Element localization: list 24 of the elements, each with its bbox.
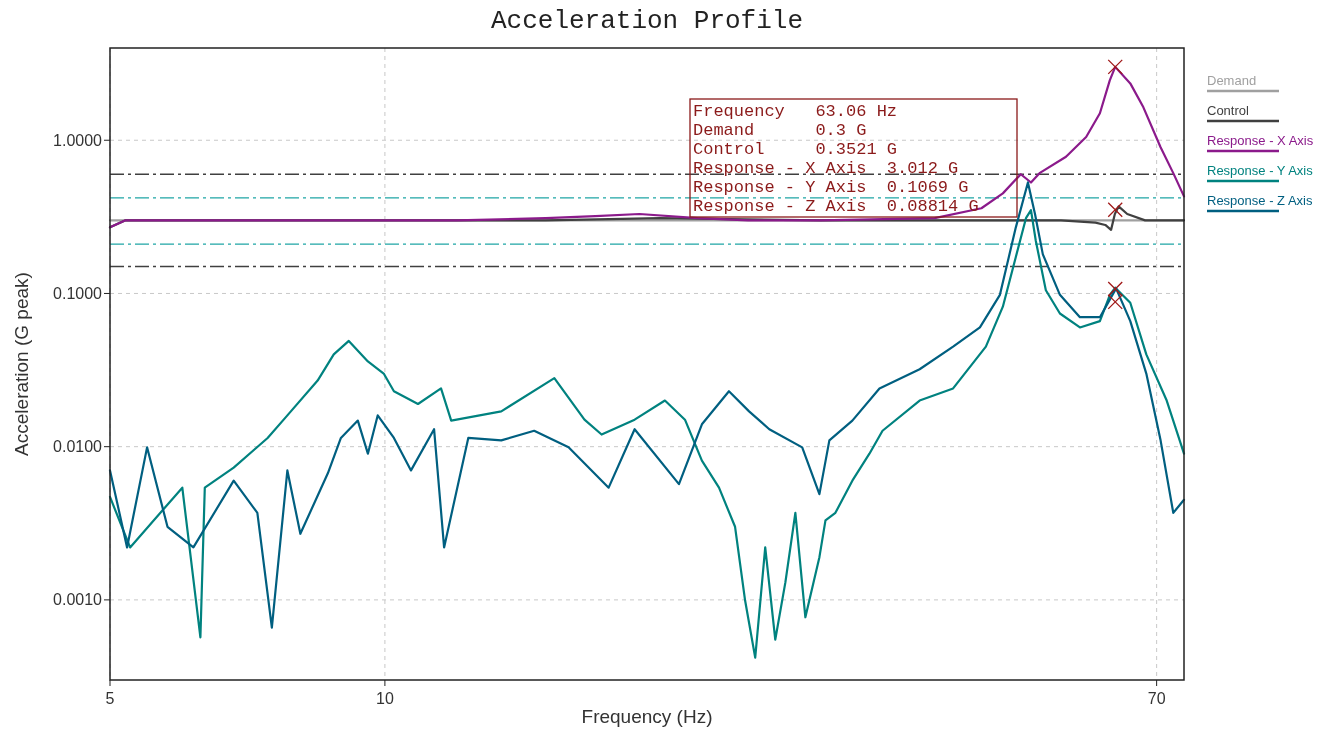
text: Response - X Axis: [1207, 133, 1314, 148]
text: Response - Y Axis: [1207, 163, 1314, 178]
text: Control: [1207, 103, 1250, 118]
text: Demand: [1207, 73, 1257, 88]
point: [1107, 59, 1123, 75]
y-tick-label: 0.0010: [53, 591, 103, 609]
y-tick-label: 0.1000: [53, 285, 103, 303]
chart-title: Acceleration Profile: [490, 6, 804, 36]
point: [1107, 294, 1123, 310]
x-tick-label: 5: [105, 690, 115, 707]
y-axis-title: Acceleration (G peak): [11, 272, 32, 456]
point: [1107, 202, 1123, 218]
x-axis-title: Frequency (Hz): [581, 706, 713, 727]
y-tick-label: 1.0000: [53, 131, 103, 149]
text: Response - Z Axis: [1207, 193, 1313, 208]
annotation: Response - X Axis 3.012 G: [693, 159, 959, 178]
x-tick-label: 70: [1147, 690, 1166, 707]
y-tick-label: 0.0100: [53, 438, 103, 456]
annotation: Demand 0.3 G: [693, 121, 867, 140]
annotation: Response - Y Axis 0.1069 G: [693, 178, 969, 197]
annotation: Frequency 63.06 Hz: [693, 102, 898, 121]
x-tick-label: 10: [376, 690, 394, 707]
annotation: Control 0.3521 G: [693, 140, 898, 159]
point: [1107, 281, 1123, 297]
